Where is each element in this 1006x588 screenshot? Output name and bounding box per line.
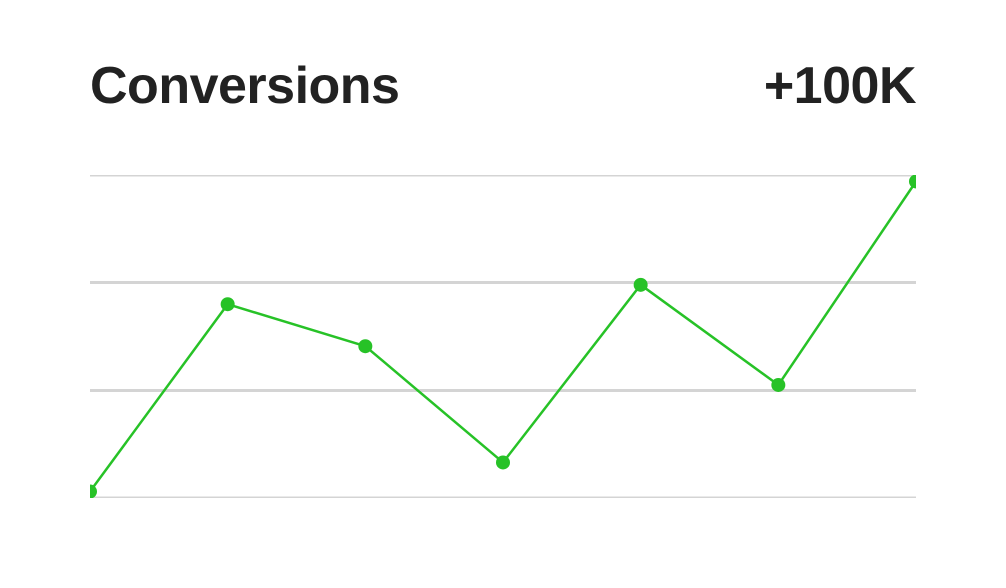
card-title: Conversions — [90, 56, 399, 116]
card-value: +100K — [764, 56, 916, 116]
conversions-card: Conversions +100K — [0, 0, 1006, 588]
conversions-chart — [90, 175, 916, 498]
card-header: Conversions +100K — [90, 56, 916, 116]
